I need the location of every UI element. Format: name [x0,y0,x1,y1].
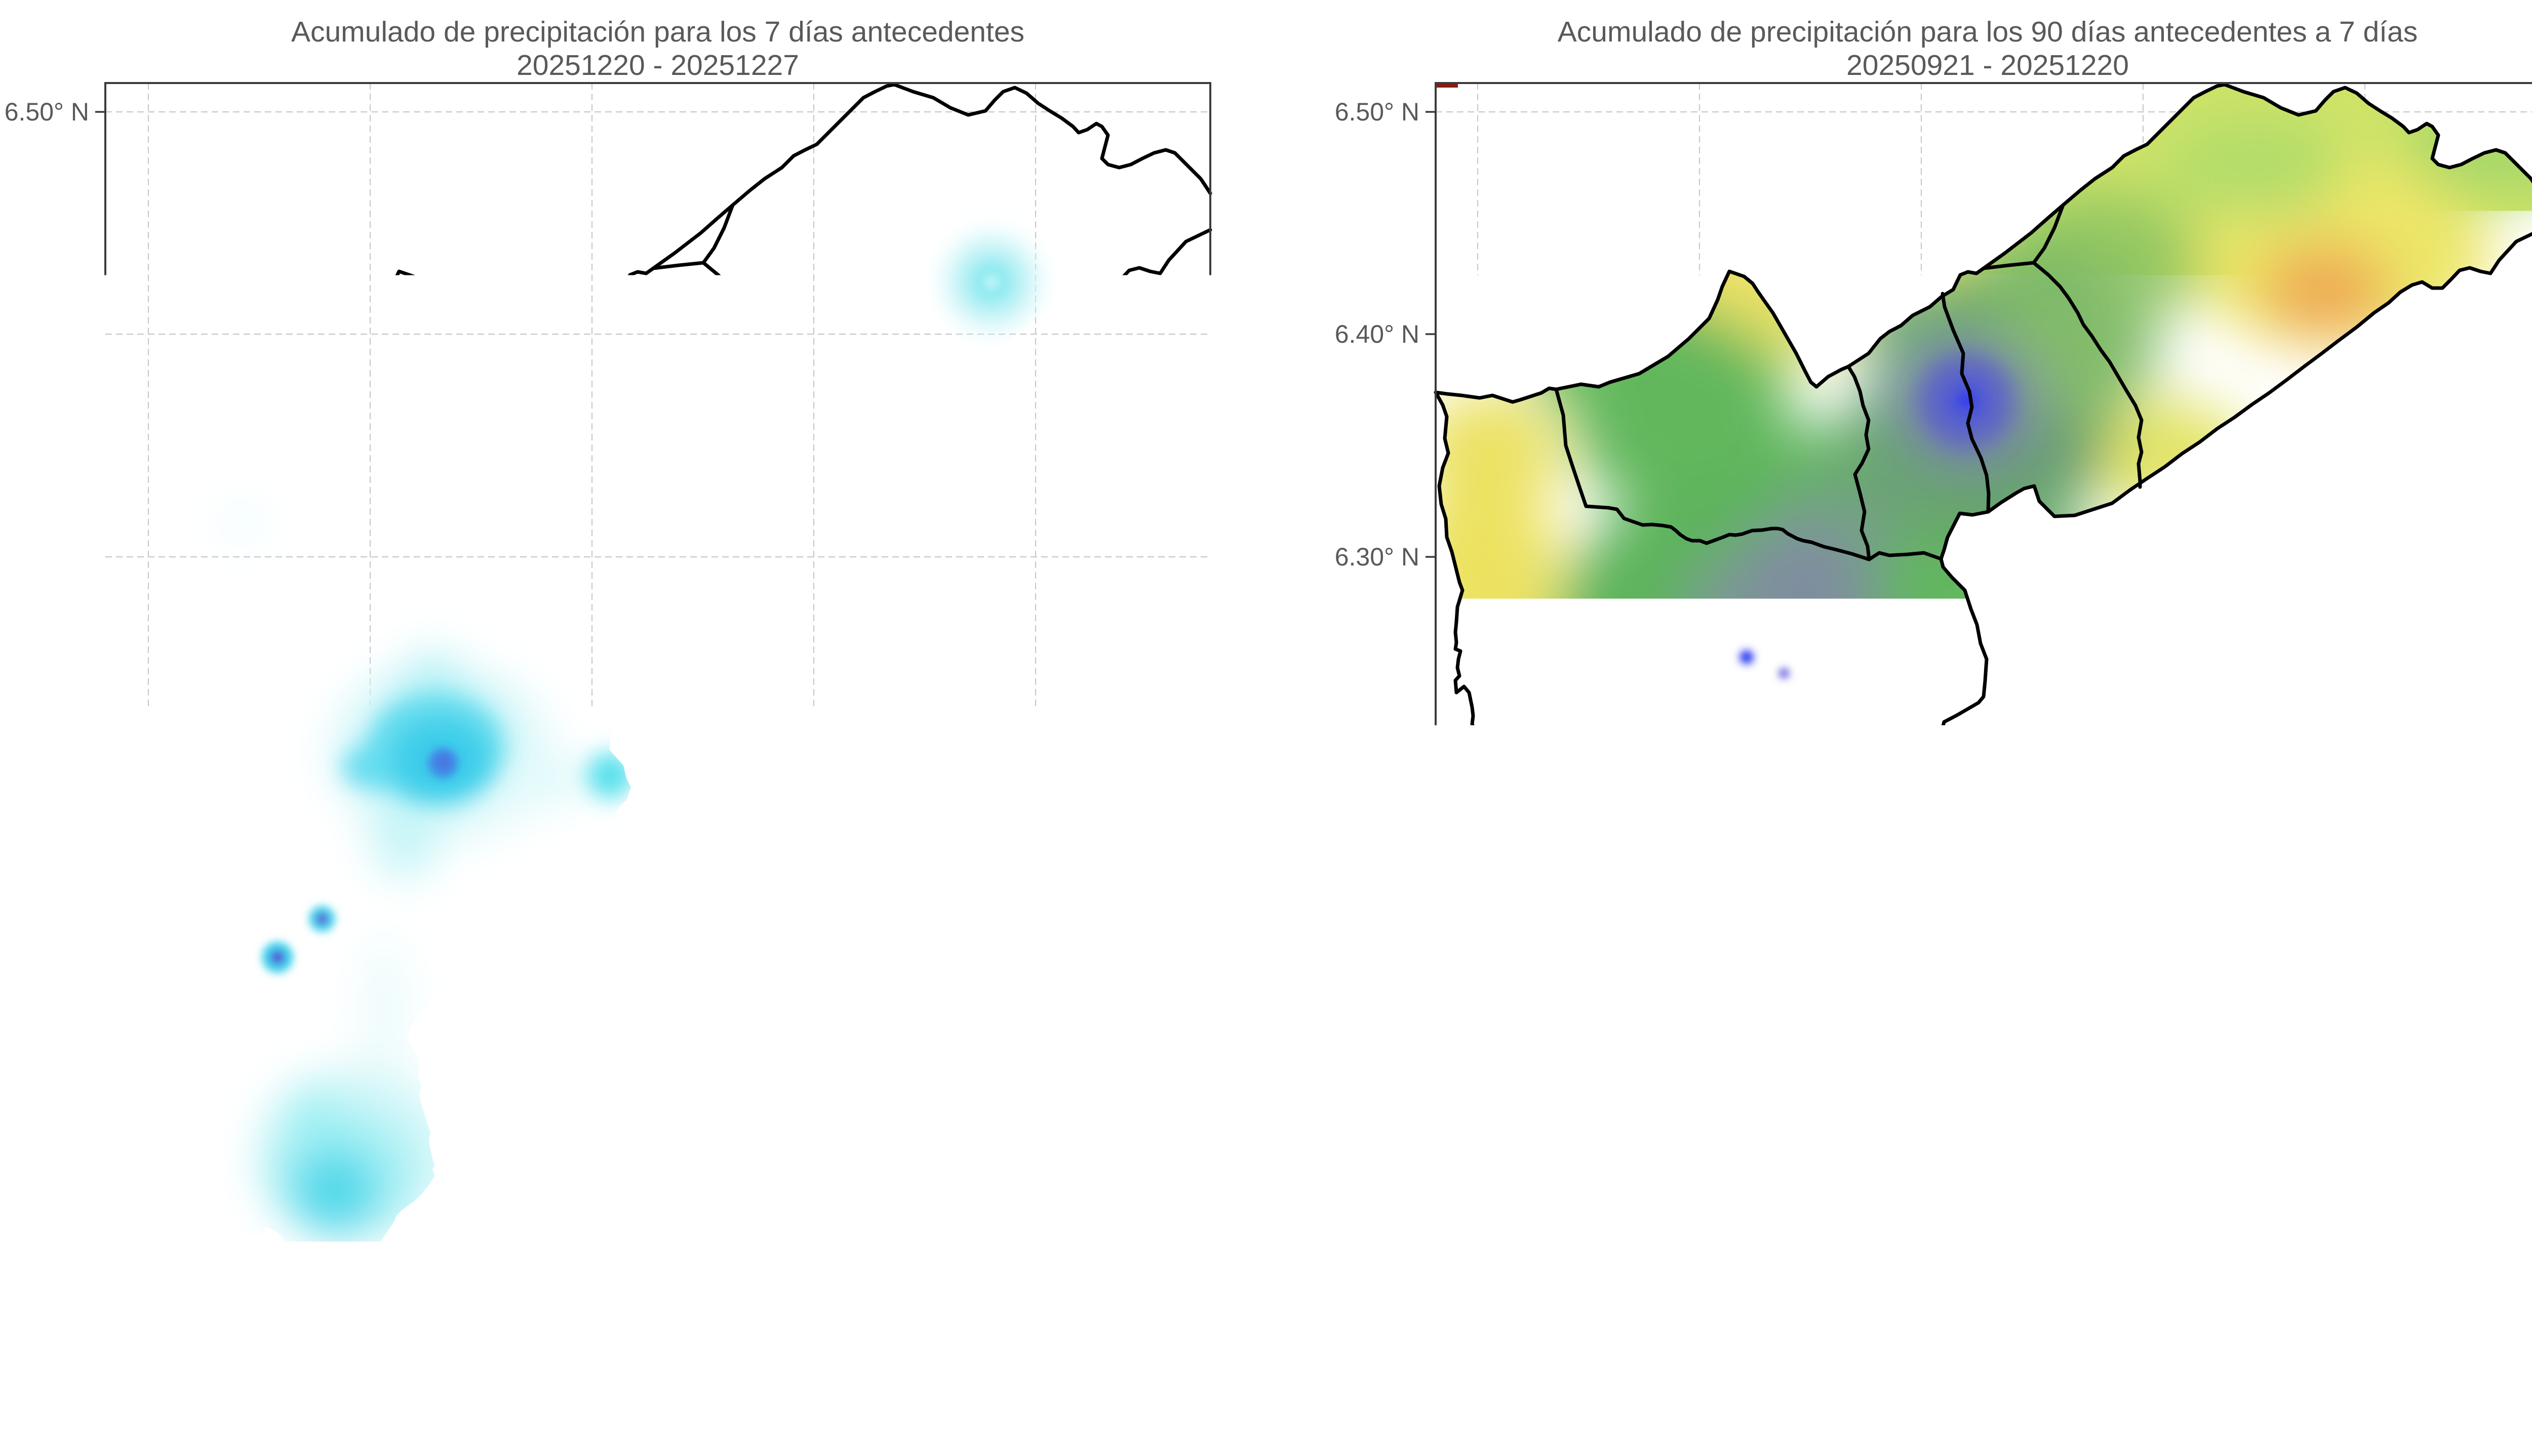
svg-text:75.50° W: 75.50° W [1869,1290,1974,1319]
svg-text:140: 140 [637,1371,681,1401]
svg-text:100: 100 [493,1371,537,1401]
svg-text:60: 60 [356,1371,385,1401]
svg-text:280: 280 [1140,1371,1184,1401]
svg-text:120: 120 [565,1371,609,1401]
svg-text:75.40° W: 75.40° W [2091,1290,2196,1319]
svg-text:700: 700 [2164,1371,2208,1401]
svg-text:80: 80 [428,1371,457,1401]
svg-text:6.30° N: 6.30° N [1335,543,1419,571]
svg-text:160: 160 [708,1371,753,1401]
svg-text:75.30° W: 75.30° W [983,1290,1088,1319]
svg-text:75.60° W: 75.60° W [318,1290,423,1319]
svg-text:200: 200 [1662,1371,1706,1401]
svg-text:240: 240 [996,1371,1040,1401]
svg-text:6.20° N: 6.20° N [5,765,89,794]
svg-text:Acumulado de precipitación par: Acumulado de precipitación para los 90 d… [1558,16,2418,48]
svg-text:6.00° N: 6.00° N [1335,1211,1419,1240]
svg-text:6.30° N: 6.30° N [5,543,89,571]
svg-text:75.70° W: 75.70° W [96,1290,201,1319]
svg-text:Acumulado Precipitación [mm]: Acumulado Precipitación [mm] [1787,1407,2183,1440]
svg-text:20250921 - 20251220: 20250921 - 20251220 [1846,49,2129,82]
svg-text:600: 600 [2064,1371,2108,1401]
svg-text:75.50° W: 75.50° W [540,1290,645,1319]
svg-text:75.60° W: 75.60° W [1647,1290,1752,1319]
svg-text:6.10° N: 6.10° N [5,989,89,1017]
svg-text:Acumulado de precipitación par: Acumulado de precipitación para los 7 dí… [291,16,1024,48]
svg-text:300: 300 [1763,1371,1807,1401]
svg-text:900: 900 [2365,1371,2409,1401]
svg-text:6.50° N: 6.50° N [5,98,89,126]
svg-text:75.30° W: 75.30° W [2313,1290,2418,1319]
svg-text:6.40° N: 6.40° N [5,320,89,348]
svg-text:6.20° N: 6.20° N [1335,765,1419,794]
svg-text:20251220 - 20251227: 20251220 - 20251227 [517,49,799,82]
svg-text:6.00° N: 6.00° N [5,1211,89,1240]
svg-text:800: 800 [2265,1371,2309,1401]
svg-text:40: 40 [284,1371,313,1401]
svg-text:400: 400 [1863,1371,1907,1401]
svg-text:Acumulado Precipitación [mm]: Acumulado Precipitación [mm] [461,1407,857,1440]
svg-text:1000: 1000 [2458,1371,2517,1401]
svg-text:20: 20 [212,1371,242,1401]
svg-text:0: 0 [1476,1371,1491,1401]
svg-text:0: 0 [148,1371,163,1401]
svg-text:6.10° N: 6.10° N [1335,989,1419,1017]
svg-text:500: 500 [1963,1371,2007,1401]
svg-text:75.70° W: 75.70° W [1426,1290,1530,1319]
svg-text:100: 100 [1562,1371,1606,1401]
svg-text:75.40° W: 75.40° W [762,1290,866,1319]
svg-text:10: 10 [176,1371,206,1401]
svg-text:180: 180 [780,1371,824,1401]
svg-text:6.50° N: 6.50° N [1335,98,1419,126]
svg-text:6.40° N: 6.40° N [1335,320,1419,348]
svg-text:200: 200 [852,1371,896,1401]
